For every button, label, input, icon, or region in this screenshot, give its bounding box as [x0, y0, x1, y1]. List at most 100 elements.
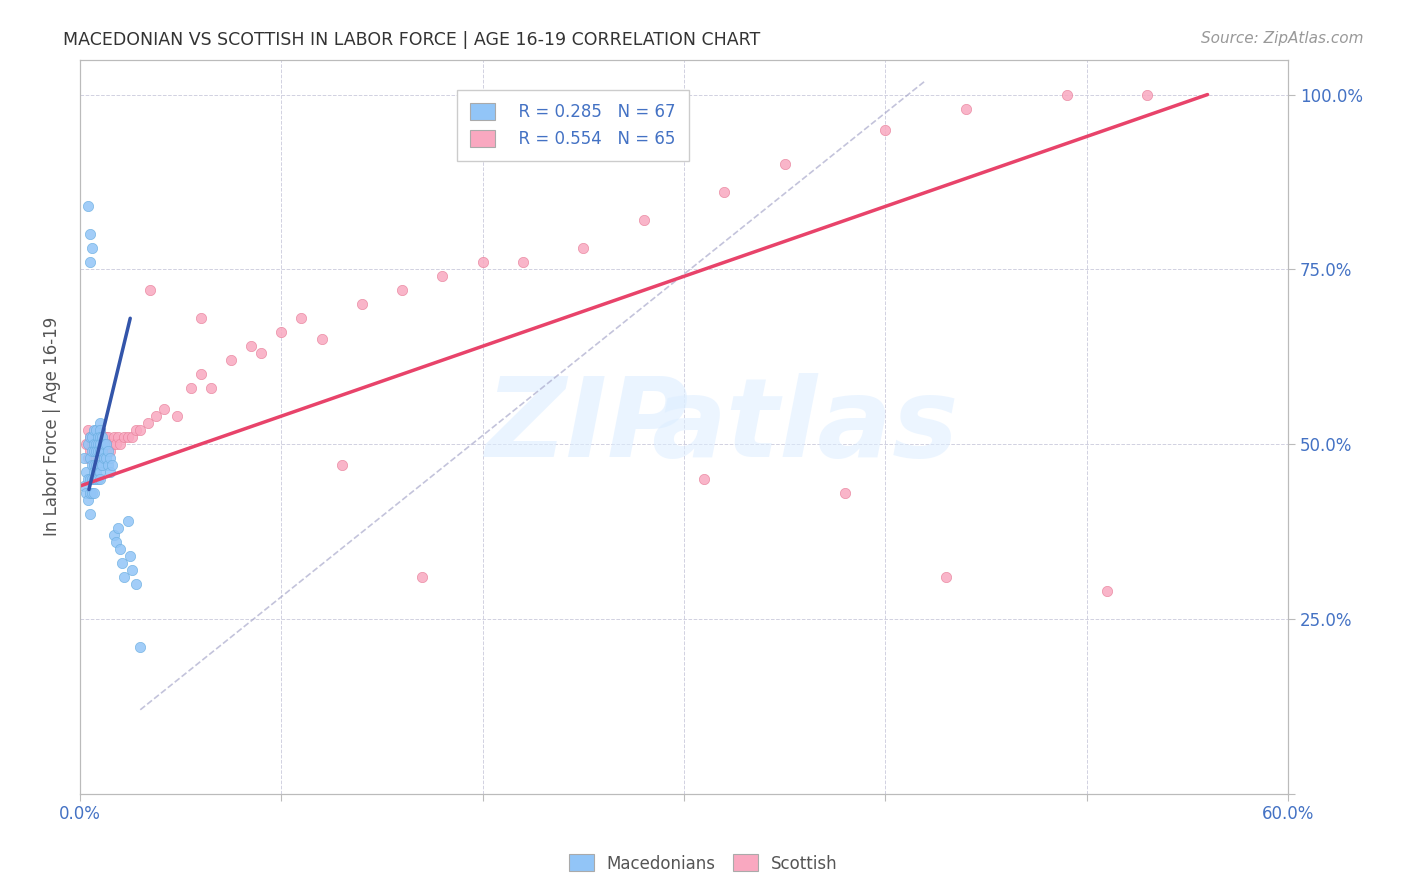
Point: [89, 430, 111, 444]
Point: [98, 444, 121, 458]
Point: [79, 486, 101, 500]
Point: [79, 507, 101, 521]
Point: [89, 437, 111, 451]
Point: [75, 465, 97, 479]
Point: [121, 430, 143, 444]
Point: [108, 437, 131, 451]
Point: [1095, 583, 1118, 598]
Point: [117, 514, 139, 528]
Point: [80, 444, 103, 458]
Point: [121, 563, 143, 577]
Point: [103, 430, 125, 444]
Point: [83, 472, 105, 486]
Point: [105, 535, 128, 549]
Point: [83, 437, 105, 451]
Point: [117, 430, 139, 444]
Point: [190, 368, 212, 382]
Point: [84, 437, 107, 451]
Point: [180, 381, 202, 395]
Point: [94, 430, 117, 444]
Point: [125, 423, 148, 437]
Point: [80, 486, 103, 500]
Point: [84, 423, 107, 437]
Point: [112, 570, 135, 584]
Point: [219, 353, 242, 368]
Point: [471, 255, 494, 269]
Point: [834, 486, 856, 500]
Point: [87, 437, 110, 451]
Point: [875, 122, 897, 136]
Point: [89, 423, 111, 437]
Point: [112, 430, 135, 444]
Point: [138, 416, 160, 430]
Text: MACEDONIAN VS SCOTTISH IN LABOR FORCE | AGE 16-19 CORRELATION CHART: MACEDONIAN VS SCOTTISH IN LABOR FORCE | …: [63, 31, 761, 49]
Point: [87, 437, 110, 451]
Point: [84, 451, 107, 466]
Point: [311, 332, 333, 346]
Point: [84, 472, 107, 486]
Point: [200, 381, 222, 395]
Y-axis label: In Labor Force | Age 16-19: In Labor Force | Age 16-19: [44, 317, 60, 536]
Point: [955, 102, 977, 116]
Point: [89, 465, 111, 479]
Point: [101, 458, 124, 472]
Point: [89, 444, 111, 458]
Point: [1136, 87, 1159, 102]
Text: atlas: atlas: [651, 373, 959, 480]
Point: [77, 423, 100, 437]
Point: [91, 444, 114, 458]
Point: [98, 437, 121, 451]
Point: [84, 444, 107, 458]
Point: [97, 430, 120, 444]
Point: [93, 437, 115, 451]
Point: [89, 458, 111, 472]
Point: [633, 213, 655, 227]
Point: [84, 465, 107, 479]
Point: [83, 486, 105, 500]
Point: [350, 297, 373, 311]
Point: [79, 255, 101, 269]
Point: [87, 430, 110, 444]
Point: [290, 311, 312, 326]
Point: [89, 437, 111, 451]
Point: [83, 444, 105, 458]
Text: Source: ZipAtlas.com: Source: ZipAtlas.com: [1201, 31, 1364, 46]
Point: [77, 451, 100, 466]
Point: [250, 346, 273, 360]
Point: [139, 283, 162, 297]
Point: [240, 339, 263, 353]
Point: [87, 472, 110, 486]
Point: [91, 444, 114, 458]
Point: [80, 458, 103, 472]
Point: [107, 430, 129, 444]
Point: [84, 458, 107, 472]
Point: [77, 199, 100, 213]
Point: [98, 451, 121, 466]
Point: [87, 458, 110, 472]
Point: [97, 444, 120, 458]
Point: [391, 283, 413, 297]
Point: [83, 430, 105, 444]
Point: [1056, 87, 1078, 102]
Legend: Macedonians, Scottish: Macedonians, Scottish: [562, 847, 844, 880]
Point: [79, 472, 101, 486]
Point: [190, 311, 212, 326]
Point: [83, 465, 105, 479]
Point: [87, 444, 110, 458]
Point: [98, 465, 121, 479]
Point: [145, 409, 167, 424]
Point: [270, 325, 292, 339]
Point: [91, 458, 114, 472]
Point: [87, 423, 110, 437]
Point: [411, 570, 433, 584]
Point: [89, 451, 111, 466]
Point: [89, 416, 111, 430]
Point: [83, 458, 105, 472]
Point: [111, 556, 134, 570]
Point: [93, 444, 115, 458]
Point: [129, 423, 152, 437]
Point: [693, 472, 716, 486]
Point: [73, 479, 96, 493]
Point: [94, 444, 117, 458]
Point: [91, 430, 114, 444]
